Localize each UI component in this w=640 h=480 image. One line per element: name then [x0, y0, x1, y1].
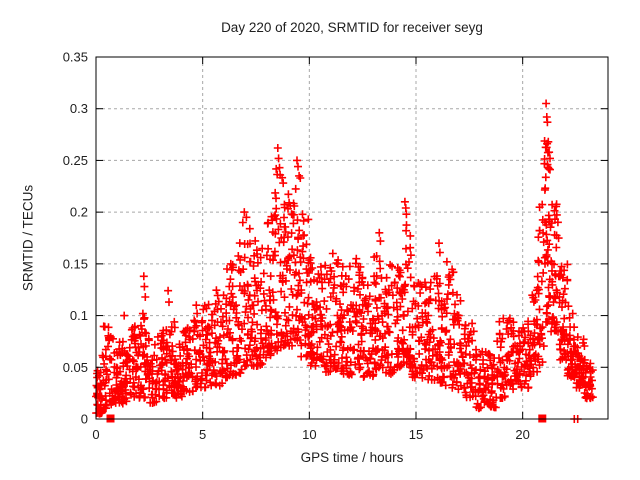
svg-text:0: 0	[92, 427, 99, 442]
svg-text:0.3: 0.3	[70, 101, 88, 116]
tick-labels: 0 5 10 15 20 0 0.05 0.1 0.15 0.2 0.25 0.3 0.35	[63, 50, 530, 443]
svg-text:0.1: 0.1	[70, 308, 88, 323]
plot-border	[95, 56, 609, 420]
data-points	[92, 99, 597, 423]
svg-text:0.15: 0.15	[63, 256, 88, 271]
svg-text:0.05: 0.05	[63, 360, 88, 375]
svg-text:5: 5	[199, 427, 206, 442]
axis-ticks	[96, 57, 608, 419]
chart-title: Day 220 of 2020, SRMTID for receiver sey…	[221, 20, 483, 35]
svg-text:0.2: 0.2	[70, 205, 88, 220]
svg-text:10: 10	[302, 427, 316, 442]
svg-text:15: 15	[409, 427, 423, 442]
x-axis-label: GPS time / hours	[300, 450, 404, 465]
svg-text:0: 0	[81, 412, 88, 427]
svg-text:0.35: 0.35	[63, 50, 88, 65]
svg-text:0.25: 0.25	[63, 153, 88, 168]
svg-text:20: 20	[515, 427, 529, 442]
